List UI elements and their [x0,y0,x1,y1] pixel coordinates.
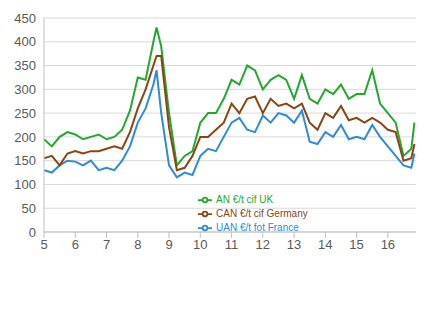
svg-text:10: 10 [193,237,207,252]
html-text:AN €/t cif UK: AN €/t cif UK [216,193,274,205]
svg-text:100: 100 [14,177,36,192]
svg-text:350: 350 [14,58,36,73]
svg-text:150: 150 [14,153,36,168]
html-text:CAN €/t cif Germany: CAN €/t cif Germany [216,207,308,219]
svg-text:250: 250 [14,106,36,121]
svg-text:9: 9 [165,237,172,252]
svg-text:7: 7 [103,237,110,252]
svg-text:8: 8 [134,237,141,252]
svg-text:50: 50 [22,201,36,216]
svg-text:16: 16 [381,237,395,252]
svg-text:400: 400 [14,34,36,49]
svg-text:15: 15 [349,237,363,252]
svg-text:450: 450 [14,11,36,26]
svg-text:6: 6 [72,237,79,252]
svg-text:13: 13 [287,237,301,252]
html-text:UAN €/t fot France: UAN €/t fot France [216,221,299,233]
svg-text:14: 14 [318,237,332,252]
svg-text:11: 11 [225,237,239,252]
svg-text:0: 0 [29,225,36,240]
svg-text:12: 12 [256,237,270,252]
svg-text:300: 300 [14,82,36,97]
svg-text:5: 5 [40,237,47,252]
svg-text:200: 200 [14,130,36,145]
